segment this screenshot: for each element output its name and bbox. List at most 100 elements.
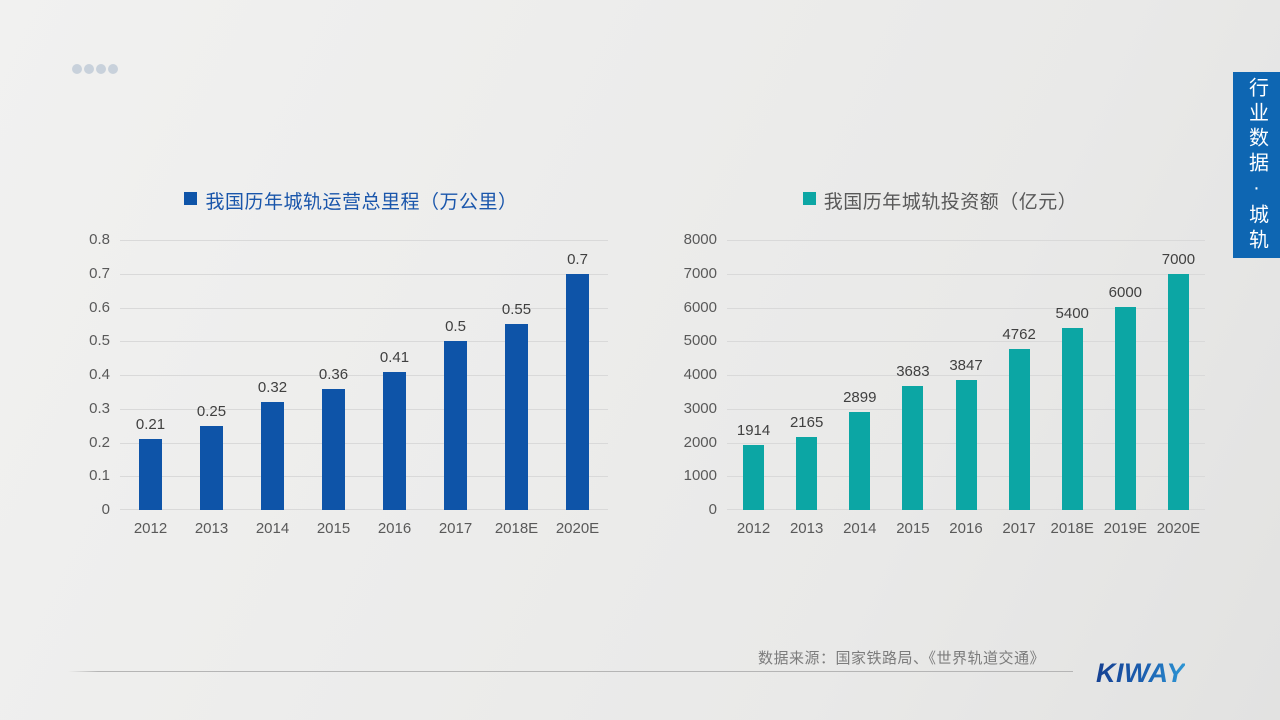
- chart-title: 我国历年城轨投资额（亿元）: [823, 191, 1078, 213]
- x-axis-tick: 2012: [736, 520, 771, 537]
- x-axis-tick: 2020E: [555, 520, 600, 537]
- bar-value-label: 5400: [1055, 305, 1089, 322]
- investment-bar-chart: 我国历年城轨投资额（亿元） 0 1000 2000 3000 4000 5000 6000 7…: [660, 186, 1220, 552]
- data-source-note: 数据来源：国家铁路局、《世界轨道交通》: [757, 650, 1045, 667]
- bar-2015: [322, 389, 345, 510]
- bar-value-label: 0.36: [318, 366, 349, 383]
- y-axis-tick: 7000: [683, 264, 717, 282]
- chart-legend: 我国历年城轨运营总里程（万公里）: [78, 186, 624, 214]
- chart-legend: 我国历年城轨投资额（亿元）: [660, 186, 1220, 214]
- x-axis-tick: 2013: [194, 520, 229, 537]
- bar-value-label: 2165: [789, 414, 824, 431]
- gridline: [120, 408, 608, 410]
- gridline: [120, 341, 608, 343]
- x-axis-tick: 2020E: [1156, 520, 1201, 537]
- bar-value-label: 0.5: [445, 318, 466, 335]
- y-axis-tick: 0.8: [89, 231, 110, 248]
- footer-divider: [68, 671, 1073, 672]
- bar-value-label: 4762: [1002, 326, 1036, 343]
- bar-2017: [444, 341, 467, 510]
- gridline: [727, 341, 1205, 343]
- y-axis-tick: 1000: [683, 467, 717, 485]
- section-tab-industry-data: 行业数据·城轨: [1233, 72, 1280, 258]
- bar-2018E: [1061, 328, 1083, 510]
- bar-value-label: 1914: [736, 422, 771, 439]
- gridline: [727, 307, 1205, 309]
- y-axis-tick: 4000: [683, 366, 717, 383]
- x-axis-tick: 2014: [255, 520, 290, 537]
- bar-2020E: [566, 274, 589, 510]
- x-axis-tick: 2017: [438, 520, 473, 537]
- bar-2017: [1008, 349, 1030, 510]
- gridline: [120, 442, 608, 444]
- bar-value-label: 6000: [1108, 284, 1143, 301]
- x-axis-tick: 2016: [377, 520, 412, 537]
- bar-2012: [743, 445, 765, 510]
- bar-value-label: 0.55: [501, 301, 532, 318]
- bar-2019E: [1114, 307, 1136, 510]
- x-axis-tick: 2013: [789, 520, 824, 537]
- y-axis-tick: 6000: [683, 298, 717, 316]
- bar-value-label: 7000: [1161, 251, 1196, 268]
- plot-area: 0 0.1 0.2 0.3 0.4 0.5 0.6 0.7 0.8 0.21 2012 0.25 201…: [89, 232, 608, 537]
- x-axis-tick: 2018E: [1050, 520, 1094, 537]
- kiway-logo: KIWAY: [1096, 658, 1185, 688]
- bar-value-label: 0.25: [196, 403, 227, 420]
- x-axis-tick: 2018E: [494, 520, 539, 537]
- bar-2014: [261, 402, 284, 510]
- x-axis-tick: 2015: [896, 520, 930, 537]
- gridline: [727, 375, 1205, 376]
- bar-value-label: 0.21: [135, 416, 166, 433]
- bar-value-label: 0.41: [379, 349, 410, 366]
- y-axis-tick: 0.2: [89, 433, 110, 451]
- gridline: [120, 273, 608, 275]
- bar-2016: [383, 372, 406, 510]
- x-axis-tick: 2017: [1002, 520, 1036, 537]
- x-axis-tick: 2019E: [1103, 520, 1147, 537]
- bar-value-label: 0.7: [567, 251, 588, 268]
- bar-value-label: 3847: [949, 357, 983, 374]
- gridline: [120, 240, 608, 241]
- x-axis-tick: 2014: [843, 520, 877, 537]
- y-axis-tick: 3000: [683, 399, 717, 417]
- gridline: [120, 476, 608, 478]
- chart-title: 我国历年城轨运营总里程（万公里）: [205, 191, 518, 213]
- y-axis-tick: 0.5: [89, 332, 110, 350]
- bar-2013: [200, 426, 223, 510]
- gridline: [120, 307, 608, 309]
- y-axis-tick: 0.6: [89, 298, 110, 316]
- x-axis-tick: 2015: [316, 520, 351, 537]
- pagination-dot-icon: [108, 64, 118, 74]
- bar-2012: [139, 439, 162, 510]
- bar-value-label: 3683: [896, 363, 930, 380]
- bar-2014: [849, 412, 871, 510]
- gridline: [727, 273, 1205, 275]
- y-axis-tick: 0.7: [89, 264, 110, 282]
- legend-swatch-icon: [184, 191, 198, 205]
- y-axis-tick: 0.4: [89, 366, 110, 383]
- y-axis-tick: 2000: [683, 433, 717, 451]
- gridline: [120, 375, 608, 376]
- x-axis-tick: 2016: [949, 520, 983, 537]
- pagination-dot-icon: [72, 64, 82, 74]
- bar-2013: [796, 437, 818, 510]
- pagination-dot-icon: [84, 64, 94, 74]
- bar-2020E: [1167, 274, 1189, 510]
- section-tab-label: 行业数据·城轨: [1245, 76, 1268, 254]
- bar-2016: [955, 380, 977, 510]
- legend-swatch-icon: [802, 191, 816, 205]
- bar-2015: [902, 386, 924, 510]
- bar-2018E: [505, 324, 528, 510]
- mileage-bar-chart: 我国历年城轨运营总里程（万公里） 0 0.1 0.2 0.3 0.4 0.5 0.6 0.7 0…: [78, 186, 624, 552]
- gridline: [727, 240, 1205, 241]
- plot-area: 0 1000 2000 3000 4000 5000 6000 7000 8000 1914 201…: [684, 232, 1205, 537]
- y-axis-tick: 0: [708, 501, 717, 518]
- x-axis-tick: 2012: [133, 520, 168, 537]
- bar-value-label: 0.32: [257, 379, 288, 396]
- bar-value-label: 2899: [843, 389, 877, 406]
- y-axis-tick: 0.3: [89, 399, 110, 417]
- y-axis-tick: 0.1: [89, 467, 110, 485]
- pagination-dots: [72, 64, 118, 74]
- pagination-dot-icon: [96, 64, 106, 74]
- gridline: [120, 509, 608, 510]
